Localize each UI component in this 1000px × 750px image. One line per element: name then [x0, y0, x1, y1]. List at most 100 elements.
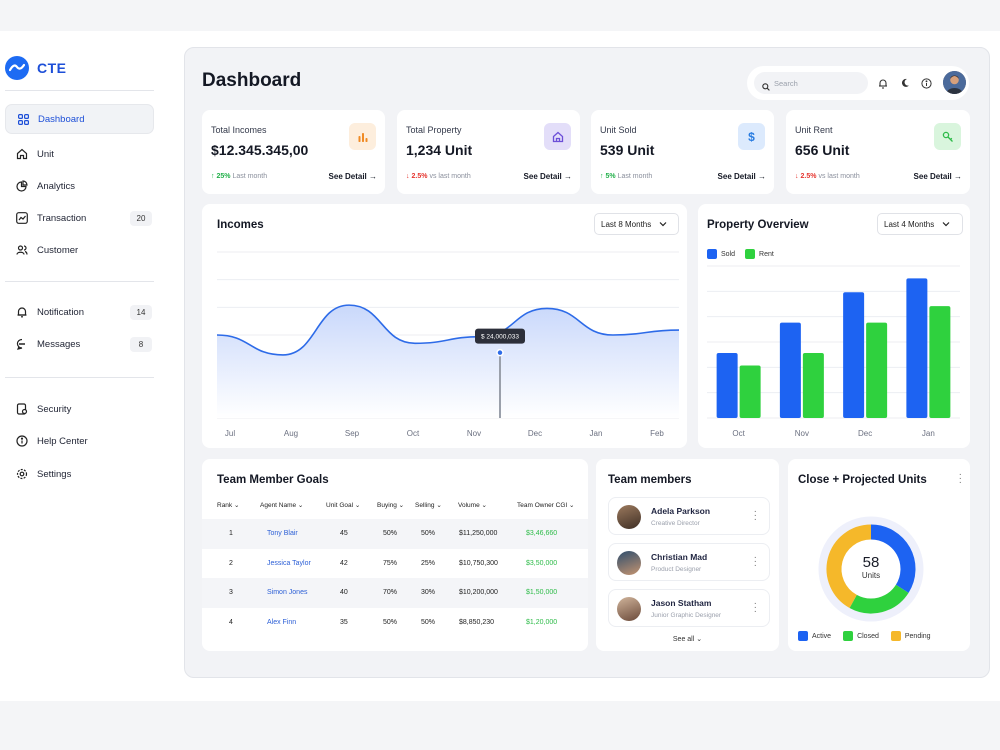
notification-count-badge: 14 — [130, 304, 152, 320]
column-header[interactable]: Volume ⌄ — [458, 502, 487, 509]
table-cell[interactable]: Simon Jones — [267, 589, 308, 596]
table-cell[interactable]: Alex Finn — [267, 618, 297, 626]
column-header[interactable]: Agent Name ⌄ — [260, 502, 304, 509]
column-header[interactable]: Selling ⌄ — [415, 502, 442, 509]
table-row[interactable]: 4 Alex Finn 35 50% 50% $8,850,230 $1,20,000 — [202, 607, 588, 637]
see-detail-link[interactable]: See Detail → — [913, 172, 962, 181]
grid-icon — [16, 112, 30, 126]
bar-rent — [739, 365, 761, 418]
app-frame: CTE Dashboard Unit Analytics Transaction… — [0, 31, 1000, 701]
top-toolbar — [747, 66, 969, 100]
series-line — [216, 304, 680, 356]
member-avatar — [617, 505, 641, 529]
table-row[interactable]: 3 Simon Jones 40 70% 30% $10,200,000 $1,50,000 — [202, 578, 588, 608]
legend-swatch — [745, 249, 756, 259]
more-vertical-icon[interactable]: · · · — [753, 598, 757, 617]
property-range-dropdown[interactable]: Last 4 Months — [877, 213, 963, 235]
incomes-range-dropdown[interactable]: Last 8 Months — [594, 213, 679, 235]
see-detail-link[interactable]: See Detail → — [328, 172, 377, 181]
page-title: Dashboard — [202, 70, 302, 91]
member-card[interactable]: Jason Statham Junior Graphic Designer · ·… — [608, 589, 770, 627]
sidebar-item-analytics[interactable]: Analytics — [5, 171, 154, 201]
donut-center-label: Units — [861, 571, 881, 580]
info-icon[interactable] — [920, 77, 932, 89]
member-role: Product Designer — [651, 566, 702, 573]
sidebar-item-help-center[interactable]: Help Center — [5, 426, 154, 456]
sidebar-item-label: Customer — [37, 244, 79, 256]
table-cell: $10,200,000 — [459, 589, 498, 596]
logo[interactable]: CTE — [5, 56, 67, 80]
divider — [5, 90, 154, 91]
legend-label: Closed — [857, 632, 879, 640]
legend-item-closed: Closed — [843, 631, 879, 641]
user-avatar[interactable] — [943, 71, 966, 94]
table-row[interactable]: 2 Jessica Taylor 42 75% 25% $10,750,300 $3,50,… — [202, 548, 588, 578]
search-input[interactable] — [754, 72, 868, 94]
bell-icon[interactable] — [877, 77, 889, 89]
sidebar-item-label: Security — [37, 403, 72, 415]
table-row[interactable]: 1 Tony Blair 45 50% 50% $11,250,000 $3,46,660 — [202, 519, 588, 549]
tooltip-text: $ 24,000,033 — [481, 334, 519, 341]
moon-icon[interactable] — [899, 77, 911, 89]
table-cell[interactable]: Jessica Taylor — [267, 559, 311, 567]
bar-rent — [866, 322, 888, 418]
stat-card-total-incomes: Total Incomes $12.345.345,00 ↑ 25% Last … — [202, 110, 385, 194]
stat-change: ↓ 2.5% vs last month — [406, 173, 471, 180]
arrow-up-icon: ↑ — [211, 173, 215, 180]
more-vertical-icon[interactable]: · · · — [753, 552, 757, 571]
member-role: Creative Director — [651, 520, 700, 527]
sidebar-item-security[interactable]: Security — [5, 394, 154, 424]
legend-swatch — [843, 631, 854, 641]
legend-item-rent: Rent — [745, 249, 774, 259]
sidebar-item-settings[interactable]: Settings — [5, 459, 154, 489]
table-cell: 42 — [340, 559, 348, 567]
sidebar-item-dashboard[interactable]: Dashboard — [5, 104, 154, 134]
chevron-down-icon — [942, 220, 950, 229]
users-icon — [15, 243, 29, 257]
sidebar-item-unit[interactable]: Unit — [5, 139, 154, 169]
bar-sold — [906, 278, 928, 418]
column-header[interactable]: Rank ⌄ — [217, 502, 240, 509]
info-icon — [15, 434, 29, 448]
projected-donut-chart — [818, 516, 924, 622]
more-vertical-icon[interactable]: · · · — [753, 506, 757, 525]
column-header[interactable]: Buying ⌄ — [377, 502, 405, 509]
sidebar-item-label: Dashboard — [38, 113, 85, 125]
sidebar-item-customer[interactable]: Customer — [5, 235, 154, 265]
stat-change-note: Last month — [232, 173, 268, 180]
column-header[interactable]: Unit Goal ⌄ — [326, 502, 361, 509]
sidebar-item-transaction[interactable]: Transaction 20 — [5, 203, 154, 233]
bell-icon — [15, 305, 29, 319]
member-role: Junior Graphic Designer — [651, 612, 722, 619]
table-cell: 45 — [340, 530, 348, 537]
member-card[interactable]: Christian Mad Product Designer · · · — [608, 543, 770, 581]
stat-label: Total Property — [406, 125, 462, 135]
bar-sold — [779, 322, 801, 418]
stat-change-note: Last month — [617, 173, 653, 180]
column-header[interactable]: Team Owner CGI ⌄ — [517, 502, 575, 509]
projected-title: Close + Projected Units — [798, 474, 927, 486]
arrow-down-icon: ↓ — [795, 173, 799, 180]
stat-change-percent: 2.5% — [800, 173, 817, 180]
more-vertical-icon[interactable]: · · · — [958, 469, 962, 488]
table-cell[interactable]: Tony Blair — [267, 530, 298, 537]
stat-label: Unit Rent — [795, 125, 833, 135]
see-detail-link[interactable]: See Detail → — [717, 172, 766, 181]
property-bar-chart: Oct Nov Dec Jan — [707, 265, 960, 438]
table-cell: $8,850,230 — [459, 618, 495, 626]
table-cell: $1,20,000 — [526, 618, 558, 626]
bar-sold — [843, 292, 865, 418]
stat-change-note: vs last month — [818, 173, 860, 180]
see-all-link[interactable]: See all ⌄ — [672, 636, 703, 643]
property-legend: Sold Rent — [707, 249, 774, 259]
member-card[interactable]: Adela Parkson Creative Director · · · — [608, 497, 770, 535]
sidebar-item-notification[interactable]: Notification 14 — [5, 297, 154, 327]
see-detail-link[interactable]: See Detail → — [523, 172, 572, 181]
legend-swatch — [707, 249, 717, 259]
sidebar-item-messages[interactable]: Messages 8 — [5, 329, 154, 359]
pie-chart-icon — [15, 179, 29, 193]
legend-label: Pending — [904, 632, 931, 640]
stat-value: 539 Unit — [600, 142, 655, 158]
team-goals-card: Team Member Goals Rank ⌄ Agent Name ⌄ Unit… — [202, 459, 588, 651]
stat-card-total-property: Total Property 1,234 Unit ↓ 2.5% vs last… — [397, 110, 580, 194]
